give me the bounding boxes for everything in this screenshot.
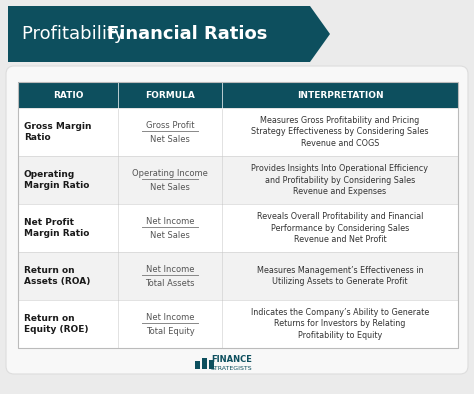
Text: FORMULA: FORMULA <box>145 91 195 100</box>
Text: Total Assets: Total Assets <box>145 279 195 288</box>
Text: INTERPRETATION: INTERPRETATION <box>297 91 383 100</box>
FancyBboxPatch shape <box>18 252 458 300</box>
Text: Gross Profit: Gross Profit <box>146 121 194 130</box>
FancyBboxPatch shape <box>18 108 458 156</box>
Text: Gross Margin
Ratio: Gross Margin Ratio <box>24 122 91 142</box>
FancyBboxPatch shape <box>8 6 310 62</box>
Text: Total Equity: Total Equity <box>146 327 194 336</box>
Text: Measures Gross Profitability and Pricing
Strategy Effectiveness by Considering S: Measures Gross Profitability and Pricing… <box>251 116 429 148</box>
FancyBboxPatch shape <box>18 156 458 204</box>
Text: Net Income: Net Income <box>146 264 194 273</box>
FancyBboxPatch shape <box>209 360 214 369</box>
Text: Indicates the Company’s Ability to Generate
Returns for Investors by Relating
Pr: Indicates the Company’s Ability to Gener… <box>251 308 429 340</box>
Text: Net Income: Net Income <box>146 312 194 322</box>
Text: Operating Income: Operating Income <box>132 169 208 178</box>
FancyBboxPatch shape <box>222 82 458 108</box>
FancyBboxPatch shape <box>195 361 200 369</box>
FancyBboxPatch shape <box>18 300 458 348</box>
Text: Profitability: Profitability <box>22 25 130 43</box>
Text: STRATEGISTS: STRATEGISTS <box>211 366 253 370</box>
Text: Reveals Overall Profitability and Financial
Performance by Considering Sales
Rev: Reveals Overall Profitability and Financ… <box>257 212 423 244</box>
Text: Financial Ratios: Financial Ratios <box>107 25 267 43</box>
Text: Net Sales: Net Sales <box>150 182 190 191</box>
FancyBboxPatch shape <box>18 204 458 252</box>
FancyBboxPatch shape <box>18 82 118 108</box>
Text: Net Profit
Margin Ratio: Net Profit Margin Ratio <box>24 218 90 238</box>
Text: Operating
Margin Ratio: Operating Margin Ratio <box>24 170 90 190</box>
Text: Net Income: Net Income <box>146 216 194 225</box>
Text: Return on
Assets (ROA): Return on Assets (ROA) <box>24 266 91 286</box>
FancyBboxPatch shape <box>118 82 222 108</box>
Text: Measures Management’s Effectiveness in
Utilizing Assets to Generate Profit: Measures Management’s Effectiveness in U… <box>257 266 423 286</box>
Text: RATIO: RATIO <box>53 91 83 100</box>
Text: Return on
Equity (ROE): Return on Equity (ROE) <box>24 314 89 334</box>
FancyBboxPatch shape <box>202 358 207 369</box>
FancyBboxPatch shape <box>6 66 468 374</box>
Text: Net Sales: Net Sales <box>150 134 190 143</box>
Text: FINANCE: FINANCE <box>211 355 252 364</box>
Polygon shape <box>310 6 330 62</box>
Text: Net Sales: Net Sales <box>150 230 190 240</box>
Text: Provides Insights Into Operational Efficiency
and Profitability by Considering S: Provides Insights Into Operational Effic… <box>252 164 428 196</box>
